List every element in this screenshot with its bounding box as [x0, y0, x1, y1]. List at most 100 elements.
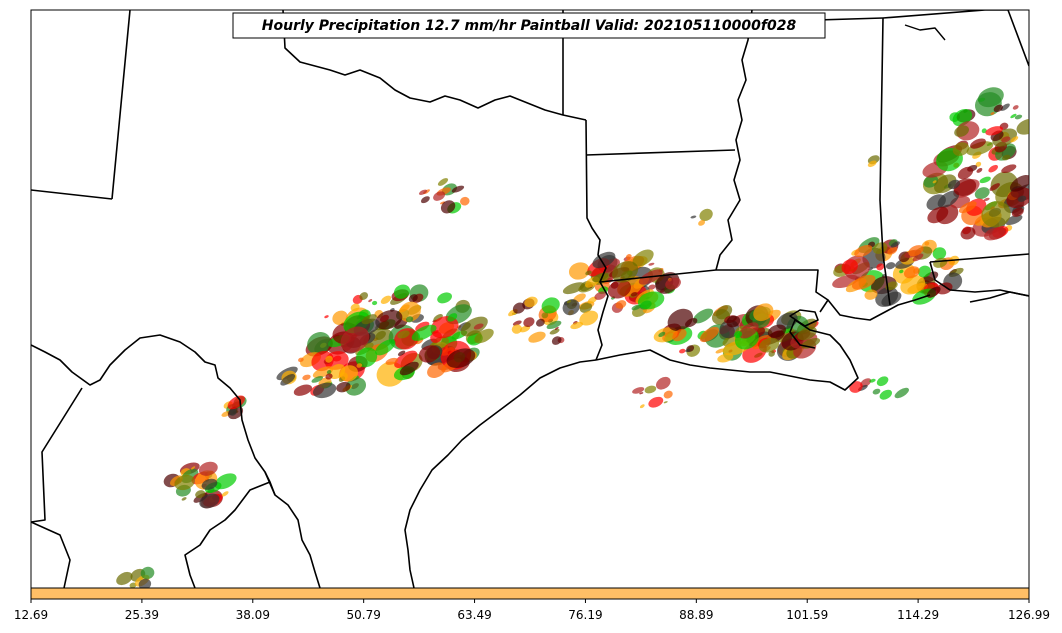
precip-blob [579, 310, 599, 326]
precip-blob [541, 297, 560, 314]
precip-blob [869, 378, 876, 383]
precip-blob [512, 302, 526, 314]
precip-blob [665, 277, 681, 290]
precip-blob [887, 246, 898, 255]
precip-blob [758, 337, 780, 353]
precip-blob [138, 578, 152, 588]
precip-blob [867, 160, 877, 168]
precip-blob [447, 313, 458, 322]
precip-blob [726, 315, 741, 328]
boundary-al-ga [985, 10, 1029, 67]
map-title: Hourly Precipitation 12.7 mm/hr Paintbal… [262, 18, 797, 34]
precip-blob [380, 295, 392, 304]
boundary-mx-3 [184, 481, 271, 588]
precip-blob [302, 374, 311, 381]
precip-blob [326, 370, 332, 375]
precip-blob [639, 404, 645, 409]
precip-blob [460, 196, 470, 206]
boundary-nm-az [111, 10, 131, 200]
precip-blob [566, 300, 572, 304]
precip-blobs [116, 87, 1029, 588]
colorbar-tick-label: 50.79 [346, 608, 380, 622]
precip-blob [398, 304, 410, 313]
precip-blob [975, 161, 982, 167]
precip-blob [860, 378, 872, 388]
fl-coastline [969, 291, 1029, 303]
boundary-la-ms [716, 269, 829, 313]
precip-blob [198, 461, 218, 476]
precip-blob [653, 327, 678, 343]
precip-blob [894, 387, 909, 399]
precip-blob [958, 201, 977, 214]
precip-blob [1016, 118, 1029, 135]
lake-north [904, 24, 946, 41]
precip-blob [541, 312, 549, 319]
boundary-nm-south [31, 189, 113, 200]
precip-blob [524, 296, 538, 308]
precip-blob [440, 200, 456, 214]
precip-blob [397, 330, 410, 339]
precip-blob [511, 324, 523, 334]
precip-blob [767, 324, 786, 338]
precip-blob [927, 206, 949, 224]
precip-blob [663, 390, 673, 399]
precip-blob [900, 275, 926, 295]
title-box [232, 12, 826, 39]
precip-blob [350, 303, 360, 312]
precip-blob [632, 387, 645, 394]
precip-blob [936, 282, 953, 295]
colorbar-tick-label: 25.39 [125, 608, 159, 622]
colorbar-tick-label: 88.89 [679, 608, 713, 622]
lake-pontchartrain [789, 309, 819, 327]
precip-blob [325, 373, 333, 380]
precip-blob [191, 466, 196, 470]
precip-blob [473, 323, 484, 330]
colorbar-ticks: 12.69 25.39 38.09 50.79 63.49 76.19 88.89 101.5… [14, 599, 1050, 622]
precip-blob [573, 293, 586, 303]
precip-blob [876, 376, 889, 387]
precip-blob [690, 215, 697, 219]
precip-blob [872, 242, 888, 254]
precip-blob [685, 348, 691, 353]
precip-blob [375, 309, 403, 330]
precip-blob [397, 350, 406, 356]
boundary-rio-grande [31, 334, 321, 588]
precip-blob [854, 244, 873, 258]
precip-blob [585, 270, 592, 276]
precip-blob [923, 175, 939, 188]
precip-blob [140, 566, 155, 580]
precip-blob [685, 317, 698, 328]
precip-blob [976, 167, 983, 173]
precip-blob [768, 350, 775, 357]
precip-blob [437, 178, 449, 186]
boundary-mississippi [715, 10, 753, 271]
precip-blob [385, 357, 399, 365]
ms-al-coastline [827, 294, 931, 321]
precip-blob [1001, 164, 1017, 173]
precip-blob [359, 292, 368, 301]
precip-blob [679, 348, 686, 354]
precip-blob [632, 249, 654, 267]
precip-blob [1011, 207, 1024, 217]
precip-blob [990, 112, 995, 115]
precip-blob [954, 125, 970, 137]
precip-blob [587, 296, 597, 304]
boundary-mx-2 [31, 521, 71, 588]
precip-blob [546, 320, 562, 330]
precip-blob [648, 396, 664, 408]
precip-blob [1000, 103, 1010, 111]
precip-blob [280, 373, 296, 386]
boundary-al-fl [929, 253, 1029, 263]
boundary-red-river [282, 10, 587, 121]
precip-blob [535, 318, 545, 327]
colorbar-tick-label: 114.29 [897, 608, 939, 622]
boundary-mx-1 [31, 387, 83, 523]
precip-blob [551, 336, 562, 345]
precip-blob [977, 87, 1004, 108]
precip-blob [981, 128, 987, 134]
precip-blob [568, 262, 590, 280]
precip-blob [579, 302, 593, 313]
precip-blob [116, 571, 133, 586]
boundary-ms-al [879, 17, 891, 306]
precip-blob [562, 299, 580, 316]
